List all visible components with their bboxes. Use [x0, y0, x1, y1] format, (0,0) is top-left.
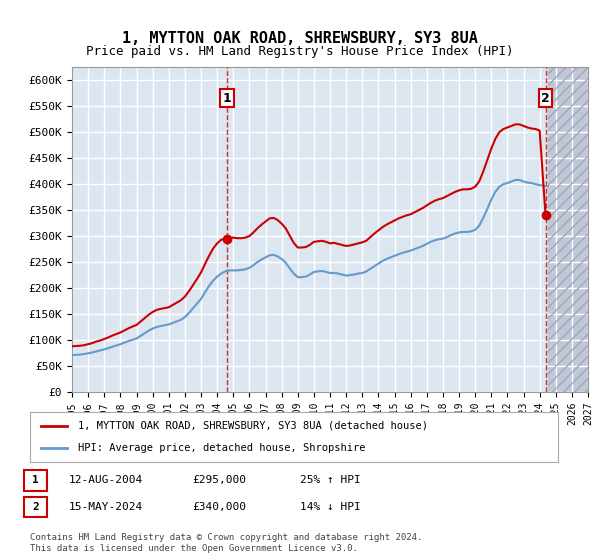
Text: 15-MAY-2024: 15-MAY-2024 [69, 502, 143, 512]
Text: Price paid vs. HM Land Registry's House Price Index (HPI): Price paid vs. HM Land Registry's House … [86, 45, 514, 58]
Bar [548, 67, 588, 392]
Text: HPI: Average price, detached house, Shropshire: HPI: Average price, detached house, Shro… [77, 443, 365, 453]
Text: 14% ↓ HPI: 14% ↓ HPI [300, 502, 361, 512]
Text: 25% ↑ HPI: 25% ↑ HPI [300, 475, 361, 486]
Text: £295,000: £295,000 [192, 475, 246, 486]
Bar [548, 67, 588, 392]
Text: 1, MYTTON OAK ROAD, SHREWSBURY, SY3 8UA (detached house): 1, MYTTON OAK ROAD, SHREWSBURY, SY3 8UA … [77, 421, 428, 431]
Text: 12-AUG-2004: 12-AUG-2004 [69, 475, 143, 486]
Text: 2: 2 [541, 92, 550, 105]
Text: 2: 2 [32, 502, 39, 512]
Text: 1: 1 [223, 92, 232, 105]
Text: 1, MYTTON OAK ROAD, SHREWSBURY, SY3 8UA: 1, MYTTON OAK ROAD, SHREWSBURY, SY3 8UA [122, 31, 478, 46]
Text: Contains HM Land Registry data © Crown copyright and database right 2024.
This d: Contains HM Land Registry data © Crown c… [30, 533, 422, 553]
Text: 1: 1 [32, 475, 39, 486]
Text: £340,000: £340,000 [192, 502, 246, 512]
